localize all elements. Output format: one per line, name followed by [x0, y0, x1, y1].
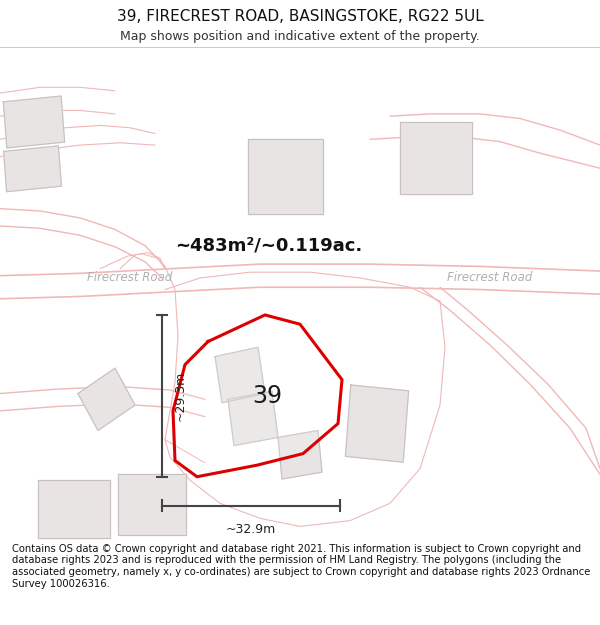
- Text: 39, FIRECREST ROAD, BASINGSTOKE, RG22 5UL: 39, FIRECREST ROAD, BASINGSTOKE, RG22 5U…: [116, 9, 484, 24]
- Polygon shape: [38, 480, 110, 538]
- Text: Firecrest Road: Firecrest Road: [448, 271, 533, 284]
- Text: Firecrest Road: Firecrest Road: [88, 271, 173, 284]
- Polygon shape: [4, 96, 65, 148]
- Polygon shape: [118, 474, 186, 534]
- Text: ~29.3m: ~29.3m: [174, 371, 187, 421]
- Polygon shape: [215, 348, 265, 403]
- Polygon shape: [228, 391, 278, 446]
- Polygon shape: [278, 431, 322, 479]
- Polygon shape: [173, 315, 342, 477]
- Polygon shape: [400, 122, 472, 194]
- Polygon shape: [346, 385, 409, 462]
- Text: ~32.9m: ~32.9m: [226, 523, 276, 536]
- Polygon shape: [4, 146, 61, 192]
- Text: Map shows position and indicative extent of the property.: Map shows position and indicative extent…: [120, 31, 480, 44]
- Text: 39: 39: [253, 384, 283, 408]
- Polygon shape: [248, 139, 323, 214]
- Polygon shape: [78, 368, 135, 431]
- Text: Contains OS data © Crown copyright and database right 2021. This information is : Contains OS data © Crown copyright and d…: [12, 544, 590, 589]
- Text: ~483m²/~0.119ac.: ~483m²/~0.119ac.: [175, 237, 362, 255]
